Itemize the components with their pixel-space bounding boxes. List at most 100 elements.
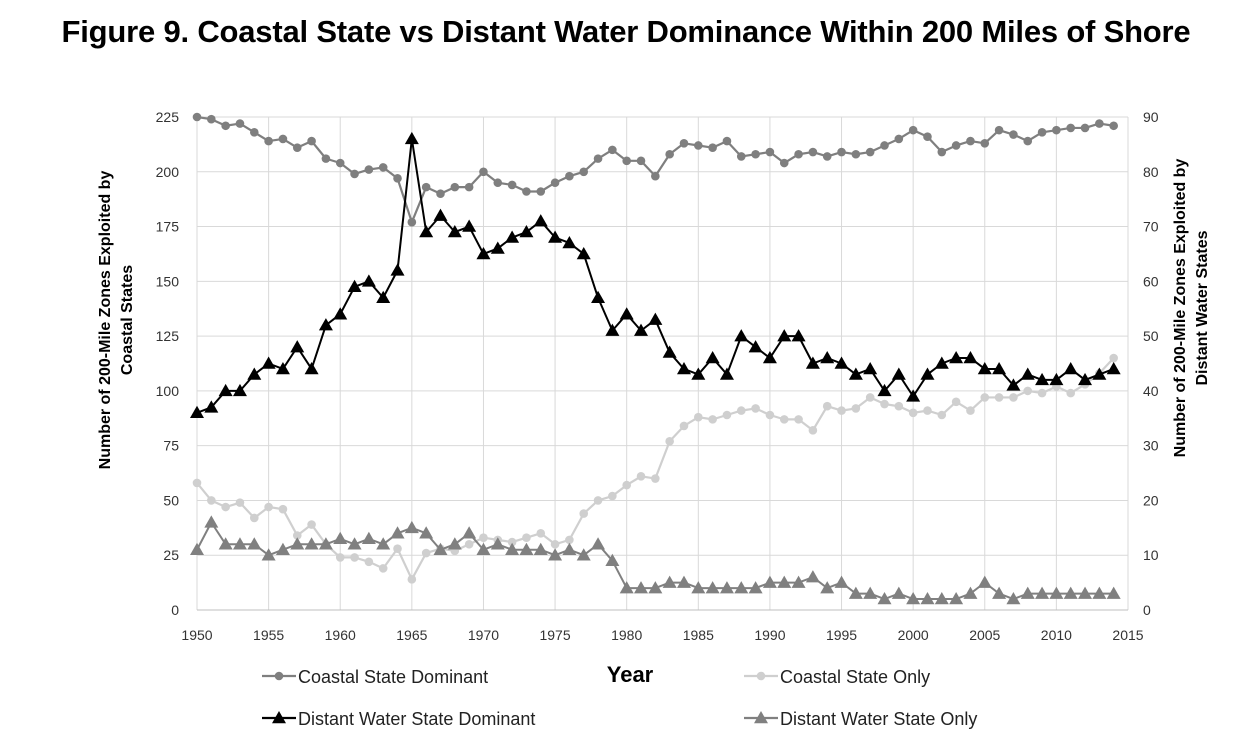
point-coastal-state-only xyxy=(421,548,431,558)
point-distant-water-state-dominant xyxy=(748,340,763,353)
point-coastal-state-only xyxy=(679,421,689,431)
point-coastal-state-dominant xyxy=(694,141,703,150)
y2-axis-title-line: Distant Water States xyxy=(1194,230,1211,385)
point-distant-water-state-only xyxy=(1106,586,1121,599)
point-distant-water-state-dominant xyxy=(290,340,305,353)
point-distant-water-state-only xyxy=(634,581,649,594)
point-coastal-state-only xyxy=(980,393,990,402)
point-distant-water-state-dominant xyxy=(1063,361,1078,375)
point-coastal-state-only xyxy=(393,544,402,553)
point-distant-water-state-only xyxy=(719,581,734,594)
point-distant-water-state-only xyxy=(619,581,634,594)
point-distant-water-state-dominant xyxy=(562,235,577,249)
point-distant-water-state-only xyxy=(934,592,949,605)
legend-label: Distant Water State Dominant xyxy=(298,709,535,729)
point-coastal-state-dominant xyxy=(249,128,259,137)
point-distant-water-state-only xyxy=(390,526,405,539)
point-coastal-state-dominant xyxy=(1095,119,1104,128)
point-distant-water-state-dominant xyxy=(447,225,462,238)
point-distant-water-state-dominant xyxy=(190,405,204,419)
x-tick-label: 1960 xyxy=(325,627,356,643)
point-coastal-state-dominant xyxy=(221,121,230,131)
point-distant-water-state-only xyxy=(505,542,520,555)
point-distant-water-state-only xyxy=(949,592,964,605)
point-coastal-state-only xyxy=(851,404,861,413)
legend-marker xyxy=(272,711,286,724)
point-coastal-state-dominant xyxy=(722,136,732,146)
point-distant-water-state-dominant xyxy=(619,307,634,320)
point-coastal-state-only xyxy=(1066,388,1076,398)
point-distant-water-state-dominant xyxy=(934,356,949,369)
legend-item-distant-water-state-dominant: Distant Water State Dominant xyxy=(262,709,535,729)
point-distant-water-state-dominant xyxy=(791,329,806,342)
point-distant-water-state-dominant xyxy=(1020,367,1035,380)
point-distant-water-state-dominant xyxy=(591,290,606,304)
point-distant-water-state-dominant xyxy=(949,351,964,364)
point-coastal-state-dominant xyxy=(966,136,975,146)
point-distant-water-state-dominant xyxy=(648,312,663,325)
x-tick-label: 1975 xyxy=(539,627,570,643)
y2-tick-label: 30 xyxy=(1143,438,1159,454)
point-coastal-state-only xyxy=(808,426,818,435)
point-distant-water-state-dominant xyxy=(505,230,520,243)
point-coastal-state-dominant xyxy=(364,165,374,174)
point-distant-water-state-dominant xyxy=(490,241,505,254)
point-coastal-state-dominant xyxy=(335,158,345,168)
point-distant-water-state-dominant xyxy=(548,230,563,243)
point-distant-water-state-only xyxy=(490,537,505,550)
point-coastal-state-dominant xyxy=(1052,125,1061,135)
x-tick-label: 2015 xyxy=(1112,627,1143,643)
point-distant-water-state-dominant xyxy=(1078,372,1093,386)
point-distant-water-state-dominant xyxy=(820,351,835,364)
point-coastal-state-only xyxy=(479,533,488,542)
point-distant-water-state-only xyxy=(290,537,305,550)
point-distant-water-state-dominant xyxy=(247,367,262,380)
point-distant-water-state-dominant xyxy=(719,367,734,380)
point-coastal-state-only xyxy=(822,401,832,411)
point-coastal-state-only xyxy=(536,529,546,538)
point-coastal-state-dominant xyxy=(822,152,832,161)
point-distant-water-state-dominant xyxy=(261,356,276,369)
point-coastal-state-only xyxy=(708,415,717,424)
point-distant-water-state-only xyxy=(863,586,878,599)
plot-series xyxy=(190,112,1121,605)
point-coastal-state-dominant xyxy=(493,178,503,188)
point-coastal-state-only xyxy=(207,496,216,505)
point-distant-water-state-only xyxy=(361,531,376,545)
point-coastal-state-only xyxy=(235,498,245,507)
y-tick-label: 0 xyxy=(171,602,179,618)
point-coastal-state-dominant xyxy=(593,154,603,163)
point-distant-water-state-dominant xyxy=(304,361,319,375)
point-distant-water-state-only xyxy=(977,575,992,588)
point-distant-water-state-dominant xyxy=(992,361,1007,375)
point-coastal-state-only xyxy=(378,564,388,573)
point-distant-water-state-only xyxy=(734,581,749,594)
point-distant-water-state-dominant xyxy=(863,361,878,375)
chart-title: Figure 9. Coastal State vs Distant Water… xyxy=(61,14,1191,49)
point-coastal-state-dominant xyxy=(192,112,202,122)
point-distant-water-state-only xyxy=(1035,586,1050,599)
point-distant-water-state-only xyxy=(1078,586,1093,599)
point-distant-water-state-only xyxy=(820,581,835,594)
point-distant-water-state-dominant xyxy=(1106,361,1121,375)
point-distant-water-state-dominant xyxy=(906,389,921,402)
y-axis-title-line: Coastal States xyxy=(119,265,136,375)
legend-item-distant-water-state-only: Distant Water State Only xyxy=(744,709,977,729)
point-distant-water-state-only xyxy=(204,515,219,528)
point-coastal-state-only xyxy=(550,539,560,549)
point-coastal-state-only xyxy=(264,502,273,512)
point-distant-water-state-dominant xyxy=(347,279,362,293)
y2-tick-label: 70 xyxy=(1143,219,1159,235)
point-coastal-state-only xyxy=(307,520,316,529)
point-distant-water-state-dominant xyxy=(762,351,777,364)
point-distant-water-state-dominant xyxy=(963,351,978,364)
point-coastal-state-only xyxy=(579,509,589,518)
point-distant-water-state-dominant xyxy=(662,345,677,358)
point-distant-water-state-only xyxy=(404,520,419,534)
point-distant-water-state-dominant xyxy=(433,208,448,221)
point-distant-water-state-dominant xyxy=(676,361,691,375)
point-distant-water-state-dominant xyxy=(777,329,792,342)
point-coastal-state-dominant xyxy=(1009,130,1018,139)
point-coastal-state-dominant xyxy=(522,187,531,196)
point-distant-water-state-only xyxy=(762,575,777,588)
